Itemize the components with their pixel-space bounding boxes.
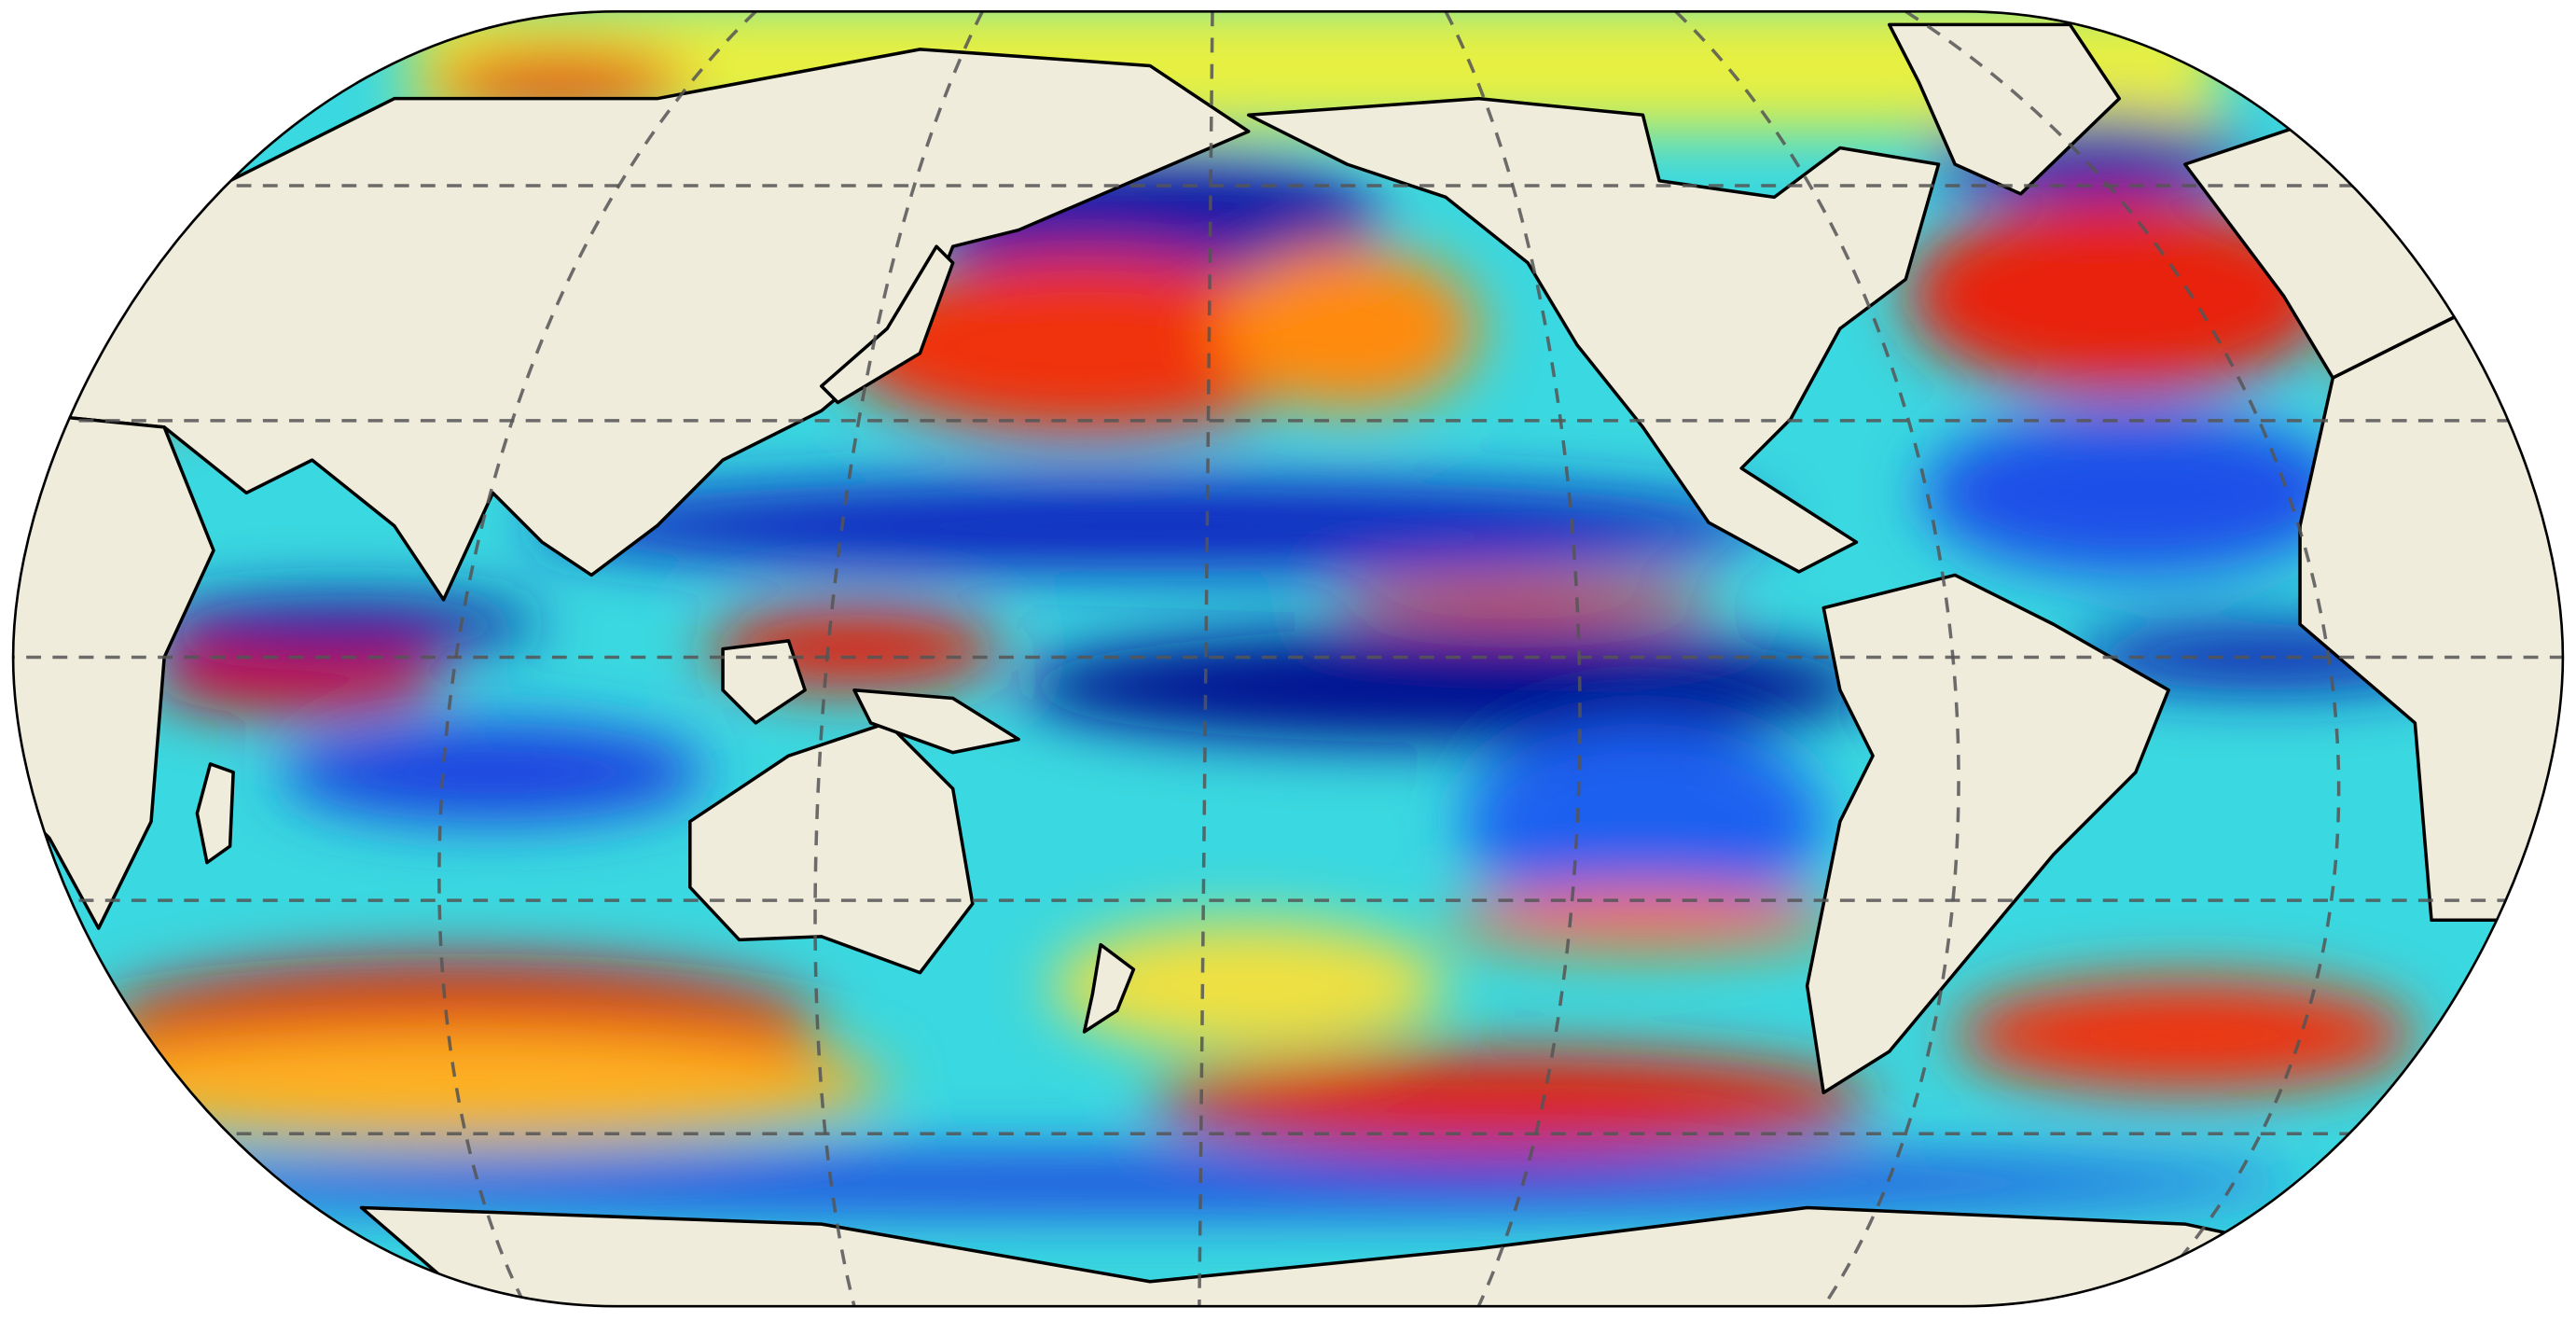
land-masses	[13, 22, 2563, 1307]
north-america	[1246, 96, 1941, 574]
meridian	[1674, 11, 1960, 1307]
blob	[1461, 722, 1824, 921]
blob	[1150, 1051, 1874, 1150]
blob	[147, 594, 543, 654]
meridian	[437, 11, 757, 1307]
antarctica	[359, 1205, 2302, 1307]
map-outline	[11, 10, 2565, 1308]
australia	[688, 721, 975, 975]
blob	[1955, 977, 2416, 1093]
meridian	[1198, 11, 1214, 1307]
eurasia	[13, 48, 1251, 602]
blob	[525, 480, 1775, 572]
new-guinea	[852, 688, 1020, 755]
blob	[1215, 246, 1479, 411]
greenland	[1887, 22, 2122, 196]
new-zealand	[1082, 942, 1136, 1034]
blob	[1905, 197, 2334, 395]
meridian	[813, 11, 984, 1307]
blob	[13, 1153, 2301, 1213]
blob	[1921, 410, 2349, 576]
blob	[33, 1026, 888, 1143]
madagascar	[195, 762, 235, 865]
graticule	[13, 11, 2563, 1307]
blob	[1018, 631, 1874, 744]
south-america	[1805, 573, 2170, 1094]
japan	[819, 244, 955, 405]
meridian	[1444, 11, 1582, 1307]
blob	[1446, 890, 1840, 950]
blob	[279, 722, 707, 822]
meridian	[1904, 11, 2341, 1307]
blob	[1330, 579, 1725, 619]
blob	[1051, 920, 1447, 1052]
borneo	[721, 639, 807, 725]
